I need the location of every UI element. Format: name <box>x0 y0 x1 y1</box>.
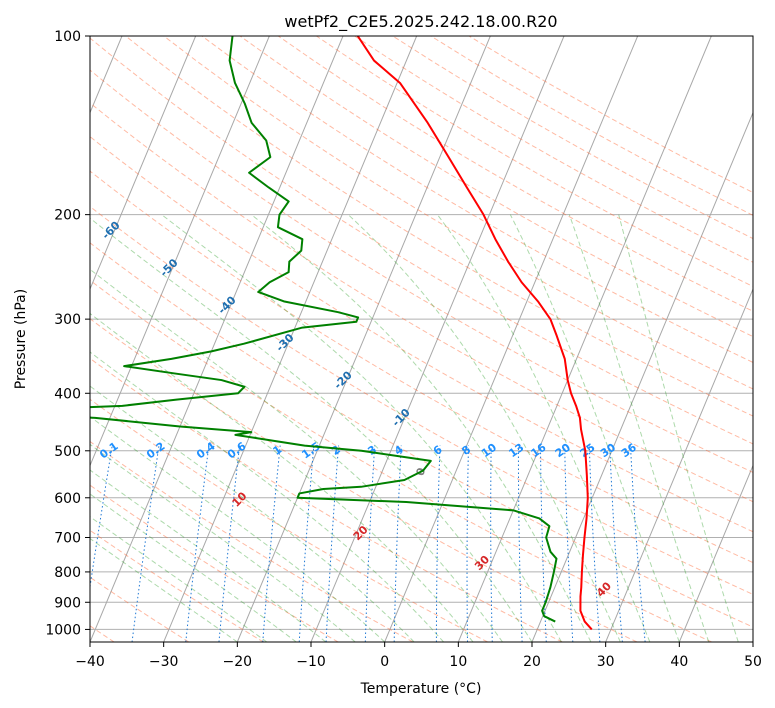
isotherm-line <box>90 36 344 642</box>
moist-adiabat-line <box>568 214 710 642</box>
moist-adiabat-line <box>90 469 327 642</box>
isotherm-line <box>752 640 753 642</box>
moist-adiabat-line <box>90 443 356 642</box>
mixing-ratio-line <box>131 445 160 642</box>
x-tick-label: 0 <box>380 654 389 670</box>
dry-adiabat-line <box>90 69 753 473</box>
y-tick-label: 300 <box>54 312 81 328</box>
sounding-profiles <box>90 36 593 631</box>
moist-adiabat-line <box>347 214 621 642</box>
isotherm-line <box>531 111 753 642</box>
x-tick-label: 50 <box>744 654 762 670</box>
y-axis: 100 200 300 400 500 600 700 800 900 1000 <box>45 29 90 638</box>
mixing-ratio-line <box>364 445 376 642</box>
mixing-ratio-line <box>564 445 574 642</box>
dry-adiabat-line <box>90 398 488 642</box>
x-axis: −40 −30 −20 −10 0 10 20 30 40 50 <box>75 642 762 670</box>
mixing-ratio-line <box>218 445 241 642</box>
isotherm-line <box>605 287 753 642</box>
dry-adiabat-line <box>125 36 753 417</box>
dry-adiabat-line <box>90 242 753 628</box>
mixing-ratio-line <box>539 445 547 642</box>
dry-adiabat-line <box>90 440 414 642</box>
moist-adiabat-line <box>436 214 651 642</box>
y-tick-label: 100 <box>54 29 81 45</box>
dry-adiabat-line <box>316 36 753 288</box>
dewpoint-profile <box>90 36 558 623</box>
y-tick-label: 500 <box>54 444 81 460</box>
x-tick-label: 10 <box>449 654 467 670</box>
moist-adiabat-line <box>90 516 268 642</box>
dry-adiabat-line <box>90 205 753 595</box>
mixing-ratio-line <box>262 445 281 642</box>
mixing-ratio-line <box>90 445 113 591</box>
isotherm-line <box>163 36 418 642</box>
isotherm-line <box>678 464 753 642</box>
moist-adiabat-line <box>90 416 386 642</box>
isotherm-line <box>384 36 639 642</box>
dry-adiabat-line <box>90 318 638 642</box>
temperature-profile <box>356 36 593 631</box>
moist-adiabat-line <box>90 217 533 642</box>
mixing-ratio-line <box>629 445 646 642</box>
dry-adiabat-line <box>277 36 753 312</box>
isotherm-line <box>90 36 197 291</box>
mixing-ratio-line <box>298 445 315 642</box>
moist-adiabat-line <box>618 214 739 642</box>
x-tick-label: 20 <box>523 654 541 670</box>
x-tick-label: −30 <box>149 654 179 670</box>
isotherm-label: -80 <box>0 144 7 167</box>
isotherm-line <box>90 36 270 467</box>
moist-adiabat-line <box>90 312 474 642</box>
x-axis-title: Temperature (°C) <box>360 681 482 697</box>
mixing-ratio-line <box>588 445 601 642</box>
dry-adiabat-line <box>90 135 753 533</box>
y-tick-label: 700 <box>54 531 81 547</box>
x-tick-label: −20 <box>223 654 253 670</box>
mixing-ratio-line <box>325 445 340 642</box>
dry-adiabat-line <box>90 102 753 503</box>
moist-adiabat-line <box>90 537 238 642</box>
dry-adiabat-line <box>239 36 753 338</box>
moist-adiabat-line <box>161 214 562 642</box>
isotherm-label: -70 <box>41 181 64 204</box>
moist-adiabat-line <box>90 351 444 642</box>
dry-adiabat-line <box>90 37 753 445</box>
mixing-ratio-line <box>609 445 623 642</box>
dry-adiabat-line <box>90 484 339 642</box>
moist-adiabat-line <box>509 214 680 642</box>
dry-adiabat-line <box>90 170 753 564</box>
x-tick-label: −40 <box>75 654 105 670</box>
dry-adiabat-line <box>90 529 264 642</box>
mixing-ratio-line <box>185 445 210 642</box>
y-axis-title: Pressure (hPa) <box>13 289 29 389</box>
moist-adiabat-line <box>251 214 592 642</box>
x-tick-label: 40 <box>670 654 688 670</box>
isotherm-line <box>236 36 491 642</box>
y-tick-label: 600 <box>54 491 81 507</box>
y-tick-label: 900 <box>54 595 81 611</box>
y-tick-label: 200 <box>54 208 81 224</box>
isotherm-line <box>310 36 565 642</box>
y-tick-label: 800 <box>54 565 81 581</box>
plot-frame <box>89 35 754 643</box>
dry-adiabat-line <box>90 357 563 642</box>
background-lines <box>90 36 753 642</box>
x-tick-label: 30 <box>597 654 615 670</box>
y-tick-label: 1000 <box>45 622 81 638</box>
isotherm-line <box>457 36 712 642</box>
y-tick-label: 400 <box>54 386 81 402</box>
plot-area <box>90 36 753 642</box>
x-tick-label: −10 <box>296 654 326 670</box>
mixing-ratio-line <box>517 445 523 642</box>
chart-title: wetPf2_C2E5.2025.242.18.00.R20 <box>284 12 557 32</box>
